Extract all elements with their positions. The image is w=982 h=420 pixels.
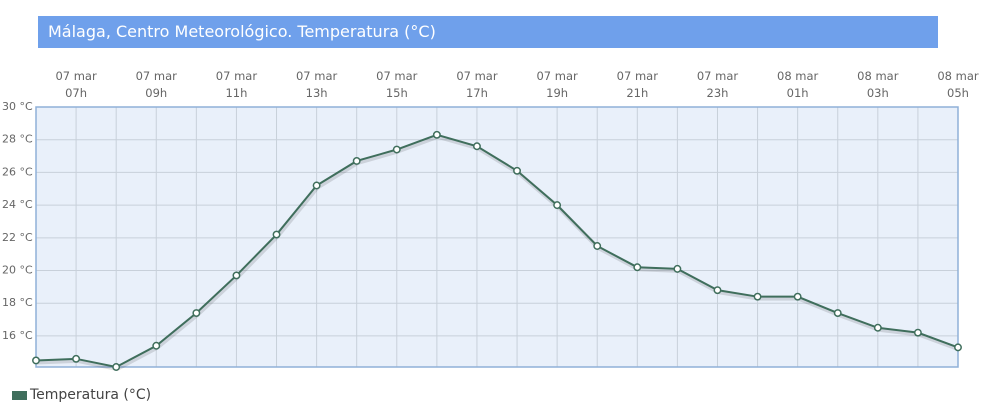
legend-label: Temperatura (°C) <box>30 387 152 403</box>
x-tick-label: 08 mar 01h <box>777 69 819 100</box>
data-point <box>753 292 762 301</box>
data-point <box>913 328 922 337</box>
x-tick-label: 07 mar 23h <box>696 69 739 100</box>
x-tick-label: 07 mar 13h <box>295 69 338 100</box>
y-tick-label: 24 °C <box>2 198 33 211</box>
data-point <box>593 242 602 250</box>
x-tick-label: 07 mar 09h <box>135 69 177 100</box>
data-point <box>72 354 81 363</box>
y-tick-label: 20 °C <box>2 264 33 277</box>
data-point <box>112 363 121 371</box>
shadow-line <box>36 134 960 372</box>
x-tick-label: 07 mar 19h <box>536 69 578 100</box>
x-tick-label: 07 mar 07h <box>55 69 97 100</box>
data-point <box>873 323 882 332</box>
y-tick-label: 28 °C <box>2 133 33 146</box>
x-tick-label: 07 mar 11h <box>215 69 258 100</box>
data-point <box>32 356 40 365</box>
data-point <box>793 292 802 301</box>
data-line <box>35 133 959 369</box>
plot-border <box>35 106 959 368</box>
x-tick-label: 07 mar 21h <box>616 69 658 100</box>
data-point <box>352 157 361 165</box>
chart-title: Málaga, Centro Meteorológico. Temperatur… <box>38 16 938 48</box>
x-tick-label: 08 mar 03h <box>857 69 899 100</box>
data-point <box>513 166 521 175</box>
legend-swatch <box>12 390 27 400</box>
legend: Temperatura (°C) <box>12 387 151 403</box>
data-point <box>272 230 281 239</box>
data-point <box>673 264 682 273</box>
data-point <box>192 309 201 317</box>
y-tick-label: 26 °C <box>2 165 33 178</box>
y-tick-label: 22 °C <box>2 231 33 244</box>
data-point <box>432 130 441 139</box>
x-tick-label: 07 mar 15h <box>376 69 418 100</box>
data-point <box>312 181 321 190</box>
data-point <box>232 271 241 280</box>
y-tick-label: 30 °C <box>2 100 33 113</box>
y-tick-label: 16 °C <box>2 329 33 342</box>
data-point <box>713 286 722 295</box>
x-tick-label: 08 mar 05h <box>937 69 979 100</box>
data-point <box>954 343 962 352</box>
data-point <box>473 142 481 151</box>
plot-area <box>36 107 958 367</box>
data-point <box>633 263 642 272</box>
data-point <box>553 201 562 210</box>
data-point <box>392 145 401 154</box>
data-point <box>152 341 161 350</box>
y-tick-label: 18 °C <box>2 296 33 309</box>
x-tick-label: 07 mar 17h <box>456 69 498 100</box>
data-point <box>833 309 842 317</box>
